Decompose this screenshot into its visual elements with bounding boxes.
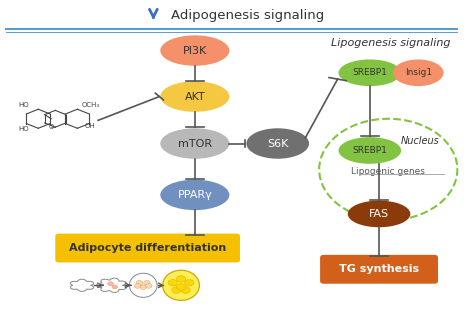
Ellipse shape	[144, 281, 150, 285]
Text: Insig1: Insig1	[404, 68, 432, 77]
Ellipse shape	[393, 60, 444, 86]
Text: PPARγ: PPARγ	[177, 190, 212, 200]
Text: S6K: S6K	[267, 139, 289, 148]
Ellipse shape	[348, 201, 410, 227]
Ellipse shape	[172, 287, 181, 293]
Text: Adipogenesis signaling: Adipogenesis signaling	[171, 9, 325, 22]
Ellipse shape	[163, 270, 199, 300]
Ellipse shape	[134, 284, 141, 288]
Text: SREBP1: SREBP1	[353, 146, 387, 155]
Ellipse shape	[177, 284, 185, 290]
Text: Lipogenic genes: Lipogenic genes	[351, 167, 425, 176]
Ellipse shape	[160, 35, 229, 66]
Text: OCH₃: OCH₃	[81, 102, 99, 108]
Text: FAS: FAS	[369, 209, 389, 219]
FancyBboxPatch shape	[320, 255, 438, 284]
Ellipse shape	[168, 280, 177, 286]
Text: Lipogenesis signaling: Lipogenesis signaling	[331, 38, 450, 48]
Text: O: O	[49, 124, 54, 130]
Text: TG synthesis: TG synthesis	[339, 264, 419, 274]
FancyBboxPatch shape	[55, 234, 240, 262]
Text: OH: OH	[85, 123, 96, 129]
Ellipse shape	[140, 285, 147, 290]
Ellipse shape	[160, 180, 229, 210]
Ellipse shape	[160, 81, 229, 112]
Text: SREBP1: SREBP1	[353, 68, 387, 77]
Ellipse shape	[177, 276, 185, 282]
Ellipse shape	[181, 287, 190, 293]
Ellipse shape	[108, 282, 113, 286]
Text: AKT: AKT	[184, 92, 205, 101]
Ellipse shape	[339, 60, 401, 86]
Ellipse shape	[339, 137, 401, 164]
Ellipse shape	[184, 280, 194, 286]
Ellipse shape	[160, 128, 229, 159]
Ellipse shape	[136, 281, 143, 285]
Ellipse shape	[146, 284, 152, 288]
Ellipse shape	[247, 128, 309, 159]
Text: PI3K: PI3K	[183, 45, 207, 56]
Text: Nucleus: Nucleus	[401, 136, 440, 146]
Ellipse shape	[112, 285, 118, 289]
Text: mTOR: mTOR	[178, 139, 212, 148]
Text: Adipocyte differentiation: Adipocyte differentiation	[69, 243, 226, 253]
Text: HO: HO	[18, 126, 29, 132]
Text: HO: HO	[18, 102, 29, 108]
